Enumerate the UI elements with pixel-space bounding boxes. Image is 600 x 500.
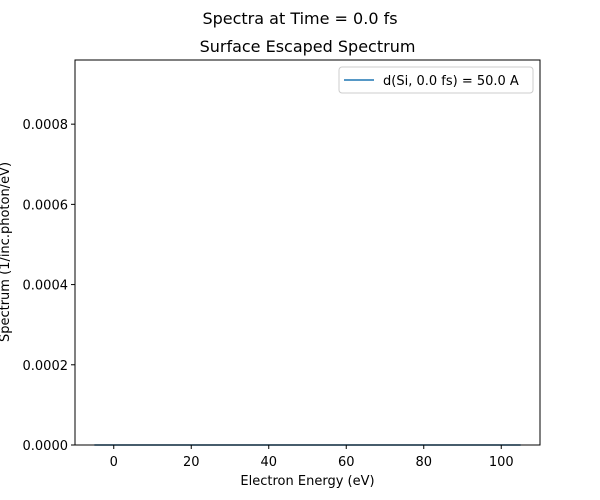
legend-label: d(Si, 0.0 fs) = 50.0 A <box>383 74 519 89</box>
y-tick-label: 0.0008 <box>23 118 69 133</box>
x-tick-label: 80 <box>415 455 432 470</box>
x-tick-label: 100 <box>489 455 514 470</box>
y-tick-label: 0.0004 <box>23 279 69 294</box>
x-tick-label: 0 <box>110 455 118 470</box>
figure-suptitle: Spectra at Time = 0.0 fs <box>202 9 397 28</box>
x-tick-label: 60 <box>338 455 355 470</box>
x-tick-label: 40 <box>260 455 277 470</box>
legend-box <box>338 66 534 94</box>
plot-area <box>75 60 540 445</box>
chart-title: Surface Escaped Spectrum <box>200 37 416 56</box>
x-axis-label: Electron Energy (eV) <box>240 474 374 489</box>
x-tick-label: 20 <box>183 455 200 470</box>
y-axis-ticks: 0.0000 0.0002 0.0004 0.0006 0.0008 <box>23 118 75 454</box>
y-tick-label: 0.0006 <box>23 198 69 213</box>
legend: d(Si, 0.0 fs) = 50.0 A <box>338 66 534 94</box>
y-tick-label: 0.0002 <box>23 359 69 374</box>
plot-frame <box>74 59 541 446</box>
x-axis-ticks: 0 20 40 60 80 100 <box>110 445 514 470</box>
y-axis-label: Spectrum (1/inc.photon/eV) <box>0 162 13 342</box>
y-tick-label: 0.0000 <box>23 439 69 454</box>
